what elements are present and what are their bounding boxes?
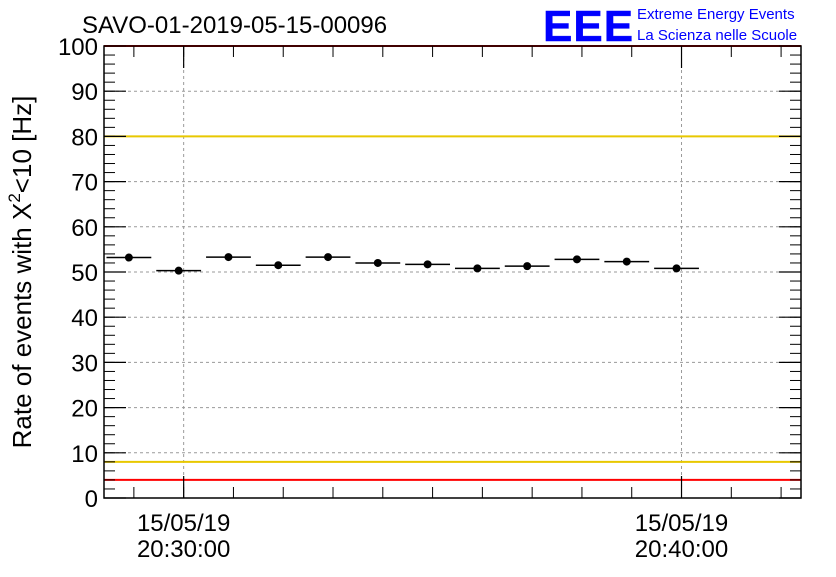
x-tick-label-date: 15/05/19 [635, 510, 728, 537]
y-tick-label: 80 [71, 124, 98, 151]
data-point-marker [473, 264, 482, 273]
data-point [156, 266, 202, 275]
y-tick-label: 40 [71, 305, 98, 332]
y-tick-label: 10 [71, 441, 98, 468]
y-tick-label: 90 [71, 79, 98, 106]
chart-title: SAVO-01-2019-05-15-00096 [82, 12, 387, 39]
x-tick-label-time: 20:40:00 [635, 536, 728, 563]
y-axis-label: Rate of events with X2<10 [Hz] [5, 96, 37, 449]
data-point [305, 253, 351, 262]
y-tick-label: 30 [71, 350, 98, 377]
y-tick-label: 0 [85, 486, 98, 513]
data-point-marker [572, 255, 581, 264]
x-tick-label-date: 15/05/19 [137, 510, 230, 537]
data-point [454, 264, 500, 273]
data-point [654, 264, 699, 273]
y-axis-label-tail: <10 [Hz] [7, 96, 37, 194]
data-point [604, 257, 650, 266]
eee-logo-line2: La Scienza nelle Scuole [637, 27, 797, 44]
y-axis-label-superscript: 2 [5, 193, 24, 202]
data-point-marker [622, 257, 631, 266]
data-point [106, 253, 152, 262]
y-tick-label: 20 [71, 396, 98, 423]
data-point-marker [672, 264, 681, 273]
data-point [355, 258, 401, 267]
eee-logo-line1: Extreme Energy Events [637, 6, 795, 23]
data-point-marker [373, 258, 382, 267]
y-tick-label: 50 [71, 260, 98, 287]
data-point-marker [124, 253, 133, 262]
y-axis: 0 10 20 30 40 50 60 70 80 90 100 [58, 34, 801, 513]
data-point-marker [523, 262, 532, 271]
data-point [554, 255, 600, 264]
data-point [405, 260, 451, 269]
data-point-marker [224, 253, 233, 262]
data-points [106, 253, 699, 275]
eee-logo-mark: EEE [543, 2, 634, 51]
data-point-marker [274, 261, 283, 270]
y-tick-label: 70 [71, 170, 98, 197]
y-tick-label: 60 [71, 215, 98, 242]
data-point [255, 261, 301, 270]
eee-logo: EEE Extreme Energy Events La Scienza nel… [543, 2, 797, 52]
data-point-marker [324, 253, 333, 262]
data-point [206, 253, 251, 262]
y-axis-label-main: Rate of events with X [7, 203, 37, 449]
x-tick-label-time: 20:30:00 [137, 536, 230, 563]
data-point-marker [423, 260, 432, 269]
y-tick-label: 100 [58, 34, 98, 61]
data-point-marker [174, 266, 183, 275]
data-point [504, 262, 550, 271]
